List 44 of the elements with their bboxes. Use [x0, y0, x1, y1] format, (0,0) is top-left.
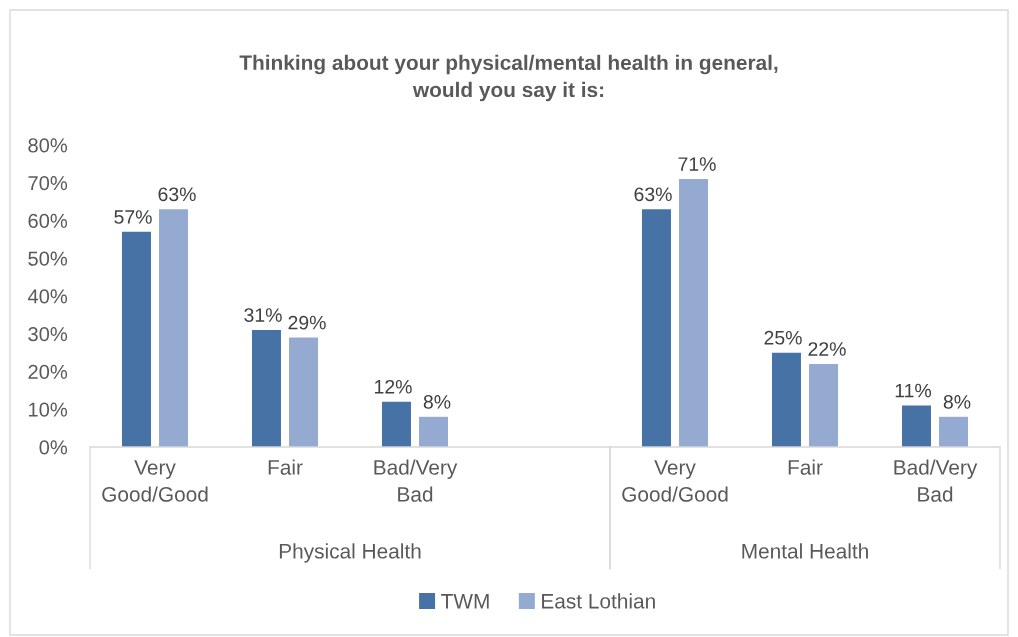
bar	[159, 209, 189, 447]
legend-label: TWM	[441, 594, 489, 609]
data-label: 63%	[158, 187, 196, 202]
x-tick-label: Very Good/Good	[622, 460, 728, 502]
y-tick-label: 10%	[29, 402, 68, 417]
y-tick-label: 20%	[28, 364, 68, 379]
chart-title: Thinking about your physical/mental health in general, would you say it is:	[239, 54, 778, 102]
x-tick-label: Fair	[268, 459, 303, 475]
bar	[121, 231, 151, 447]
data-label: 63%	[634, 187, 672, 202]
bar	[641, 209, 671, 447]
x-tick-label: Very Good/Good	[102, 460, 208, 502]
data-label: 8%	[943, 395, 971, 409]
y-tick-label: 80%	[28, 138, 68, 153]
x-axis-title: Mental Health	[742, 543, 868, 559]
data-label: 11%	[895, 383, 932, 398]
bar	[381, 401, 411, 447]
y-tick-label: 50%	[28, 251, 68, 266]
legend-label: East Lothian	[542, 593, 655, 609]
bar	[419, 416, 449, 447]
y-tick-label: 60%	[28, 213, 68, 228]
y-tick-label: 30%	[28, 326, 68, 342]
bar	[679, 178, 709, 447]
data-label: 31%	[244, 308, 282, 322]
bar	[809, 363, 839, 447]
bar	[289, 337, 319, 447]
data-label: 8%	[423, 395, 451, 409]
data-label: 57%	[114, 210, 152, 224]
x-tick-label: Bad/Very Bad	[894, 459, 978, 502]
bar	[939, 416, 969, 447]
data-label: 12%	[375, 379, 412, 394]
x-tick-label: Bad/Very Bad	[374, 459, 458, 502]
data-label: 25%	[764, 330, 802, 345]
x-tick-label: Fair	[788, 459, 823, 475]
data-label: 22%	[808, 342, 846, 356]
bar	[771, 352, 801, 447]
bar	[251, 329, 281, 447]
data-label: 29%	[288, 315, 326, 330]
y-tick-label: 70%	[28, 175, 68, 191]
bar	[901, 405, 931, 447]
data-label: 71%	[678, 157, 716, 171]
x-axis-title: Physical Health	[279, 543, 421, 563]
y-tick-label: 40%	[27, 289, 68, 304]
y-tick-label: 0%	[39, 440, 68, 455]
